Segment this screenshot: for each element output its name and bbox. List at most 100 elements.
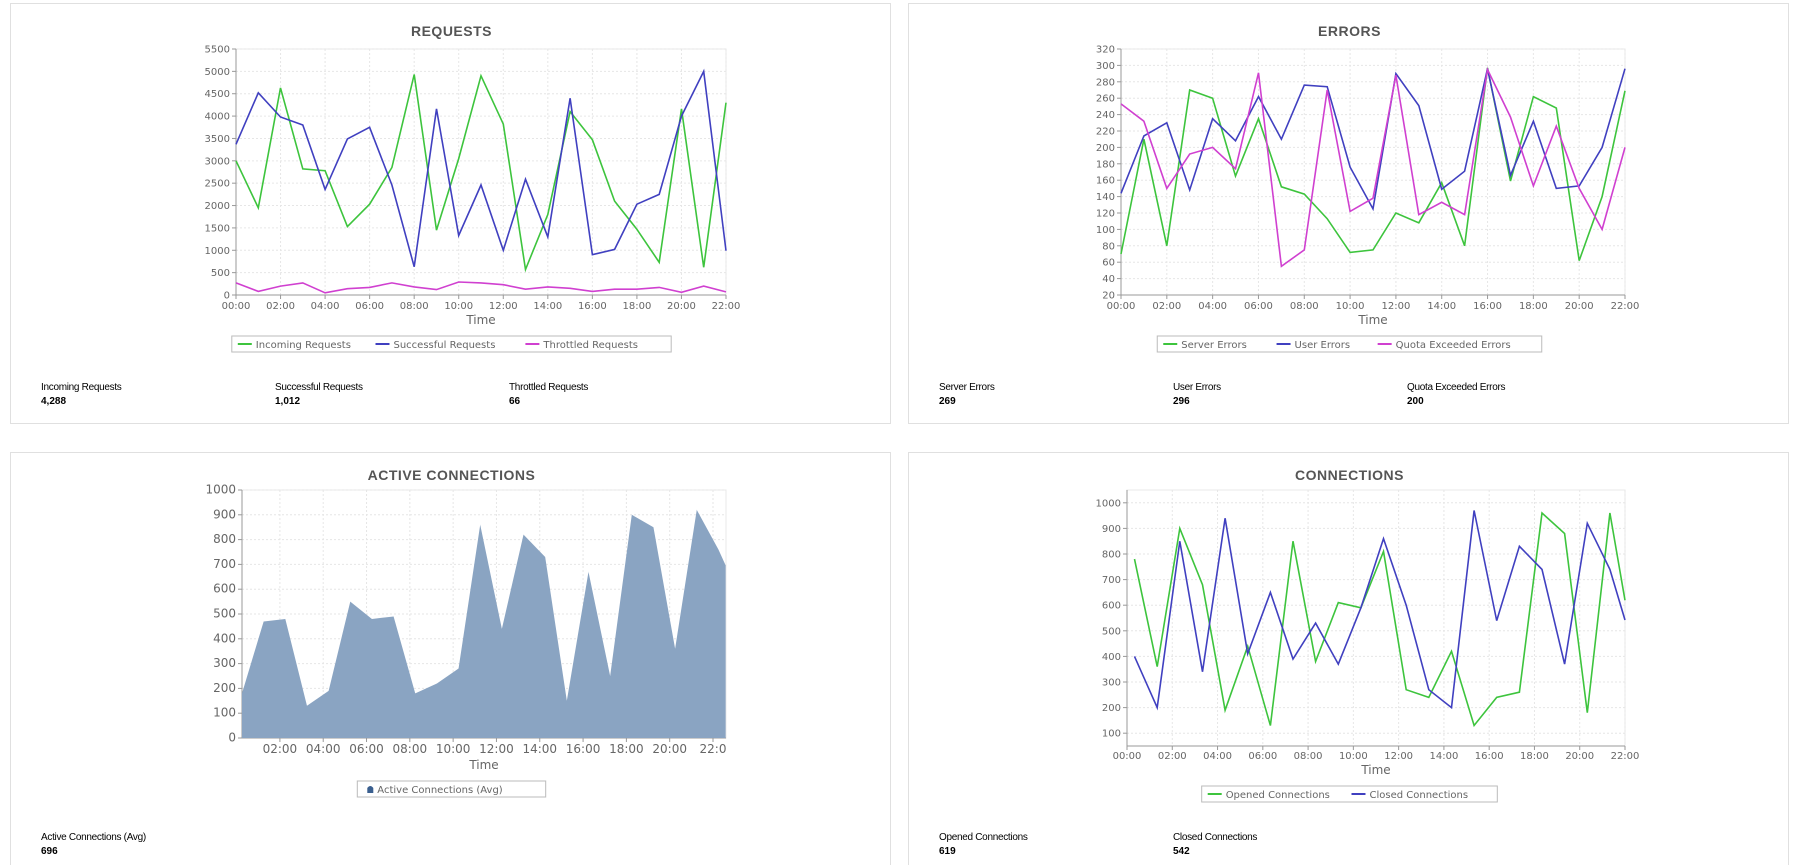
y-tick-label: 1000 [205, 246, 230, 257]
y-tick-label: 320 [1096, 45, 1115, 56]
legend-label: User Errors [1295, 340, 1351, 351]
y-tick-label: 140 [1096, 192, 1115, 203]
stat-label: User Errors [1173, 382, 1221, 393]
stat-successful-requests: Successful Requests 1,012 [275, 382, 363, 407]
stat-label: Successful Requests [275, 382, 363, 393]
plot-area [236, 49, 726, 295]
x-tick-label: 10:00 [1336, 301, 1365, 312]
chart-title: ACTIVE CONNECTIONS [368, 467, 536, 483]
y-tick-label: 200 [1096, 143, 1115, 154]
connections-chart: CONNECTIONS10020030040050060070080090010… [909, 453, 1790, 866]
y-tick-label: 800 [1102, 550, 1121, 561]
chart-title: REQUESTS [411, 23, 492, 39]
x-tick-label: 02:00 [1158, 751, 1187, 762]
x-tick-label: 22:00 [712, 301, 741, 312]
x-tick-label: 02:00 [1152, 301, 1181, 312]
y-tick-label: 60 [1102, 258, 1115, 269]
stat-active-connections: Active Connections (Avg) 696 [41, 832, 146, 857]
x-tick-label: 06:00 [1248, 751, 1277, 762]
x-tick-label: 20:00 [667, 301, 696, 312]
y-tick-label: 100 [1096, 225, 1115, 236]
x-axis-title: Time [1360, 763, 1390, 777]
x-tick-label: 02:00 [263, 742, 298, 756]
y-tick-label: 700 [213, 557, 236, 571]
stat-closed-connections: Closed Connections 542 [1173, 832, 1257, 857]
stat-incoming-requests: Incoming Requests 4,288 [41, 382, 122, 407]
y-tick-label: 4000 [205, 112, 230, 123]
y-tick-label: 20 [1102, 291, 1115, 302]
x-tick-label: 20:00 [1565, 301, 1594, 312]
y-tick-label: 260 [1096, 94, 1115, 105]
y-tick-label: 800 [213, 532, 236, 546]
x-tick-label: 16:00 [1473, 301, 1502, 312]
y-tick-label: 200 [1102, 703, 1121, 714]
stat-value: 296 [1173, 396, 1221, 407]
x-tick-label: 00:00 [1113, 751, 1142, 762]
x-tick-label: 16:00 [1475, 751, 1504, 762]
legend-label: Server Errors [1181, 340, 1247, 351]
x-tick-label: 08:00 [393, 742, 428, 756]
x-tick-label: 18:00 [1519, 301, 1548, 312]
stat-value: 4,288 [41, 396, 122, 407]
x-tick-label: 22:00 [1611, 751, 1640, 762]
stat-label: Closed Connections [1173, 832, 1257, 843]
y-tick-label: 1500 [205, 223, 230, 234]
y-tick-label: 100 [213, 706, 236, 720]
y-tick-label: 400 [213, 631, 236, 645]
y-tick-label: 0 [224, 291, 230, 302]
stat-value: 66 [509, 396, 588, 407]
x-axis-title: Time [468, 758, 498, 772]
y-tick-label: 300 [1096, 61, 1115, 72]
y-tick-label: 400 [1102, 652, 1121, 663]
x-tick-label: 04:00 [306, 742, 341, 756]
x-tick-label: 14:00 [1427, 301, 1456, 312]
y-tick-label: 300 [1102, 678, 1121, 689]
stat-value: 269 [939, 396, 995, 407]
y-tick-label: 180 [1096, 159, 1115, 170]
stat-value: 1,012 [275, 396, 363, 407]
x-tick-label: 08:00 [1290, 301, 1319, 312]
errors-chart: ERRORS2040608010012014016018020022024026… [909, 4, 1790, 425]
y-tick-label: 3500 [205, 134, 230, 145]
x-tick-label: 14:00 [522, 742, 557, 756]
legend-swatch [367, 786, 373, 793]
x-tick-label: 20:00 [1565, 751, 1594, 762]
x-tick-label: 10:00 [444, 301, 473, 312]
x-tick-label: 20:00 [652, 742, 687, 756]
x-tick-label: 00:00 [1107, 301, 1136, 312]
y-tick-label: 5500 [205, 45, 230, 56]
stat-label: Active Connections (Avg) [41, 832, 146, 843]
plot-area [1121, 49, 1625, 295]
stat-value: 200 [1407, 396, 1505, 407]
x-tick-label: 04:00 [1203, 751, 1232, 762]
stat-label: Throttled Requests [509, 382, 588, 393]
x-tick-label: 14:00 [533, 301, 562, 312]
x-tick-label: 18:00 [622, 301, 651, 312]
x-tick-label: 22:00 [1611, 301, 1640, 312]
legend-label: Incoming Requests [256, 340, 351, 351]
y-tick-label: 220 [1096, 127, 1115, 138]
y-tick-label: 200 [213, 681, 236, 695]
x-tick-label: 00:00 [222, 301, 251, 312]
y-tick-label: 240 [1096, 110, 1115, 121]
y-tick-label: 40 [1102, 274, 1115, 285]
stat-opened-connections: Opened Connections 619 [939, 832, 1028, 857]
x-tick-label: 02:00 [266, 301, 295, 312]
y-tick-label: 500 [1102, 626, 1121, 637]
y-tick-label: 500 [211, 268, 230, 279]
y-tick-label: 4500 [205, 89, 230, 100]
x-axis-title: Time [465, 313, 495, 327]
active-connections-chart: ACTIVE CONNECTIONS0100200300400500600700… [11, 453, 892, 866]
legend-label: Quota Exceeded Errors [1396, 340, 1511, 351]
y-tick-label: 500 [213, 607, 236, 621]
requests-chart: REQUESTS05001000150020002500300035004000… [11, 4, 892, 425]
y-tick-label: 600 [213, 582, 236, 596]
chart-title: ERRORS [1318, 23, 1381, 39]
x-tick-label: 08:00 [400, 301, 429, 312]
stat-server-errors: Server Errors 269 [939, 382, 995, 407]
y-tick-label: 1000 [205, 483, 236, 497]
